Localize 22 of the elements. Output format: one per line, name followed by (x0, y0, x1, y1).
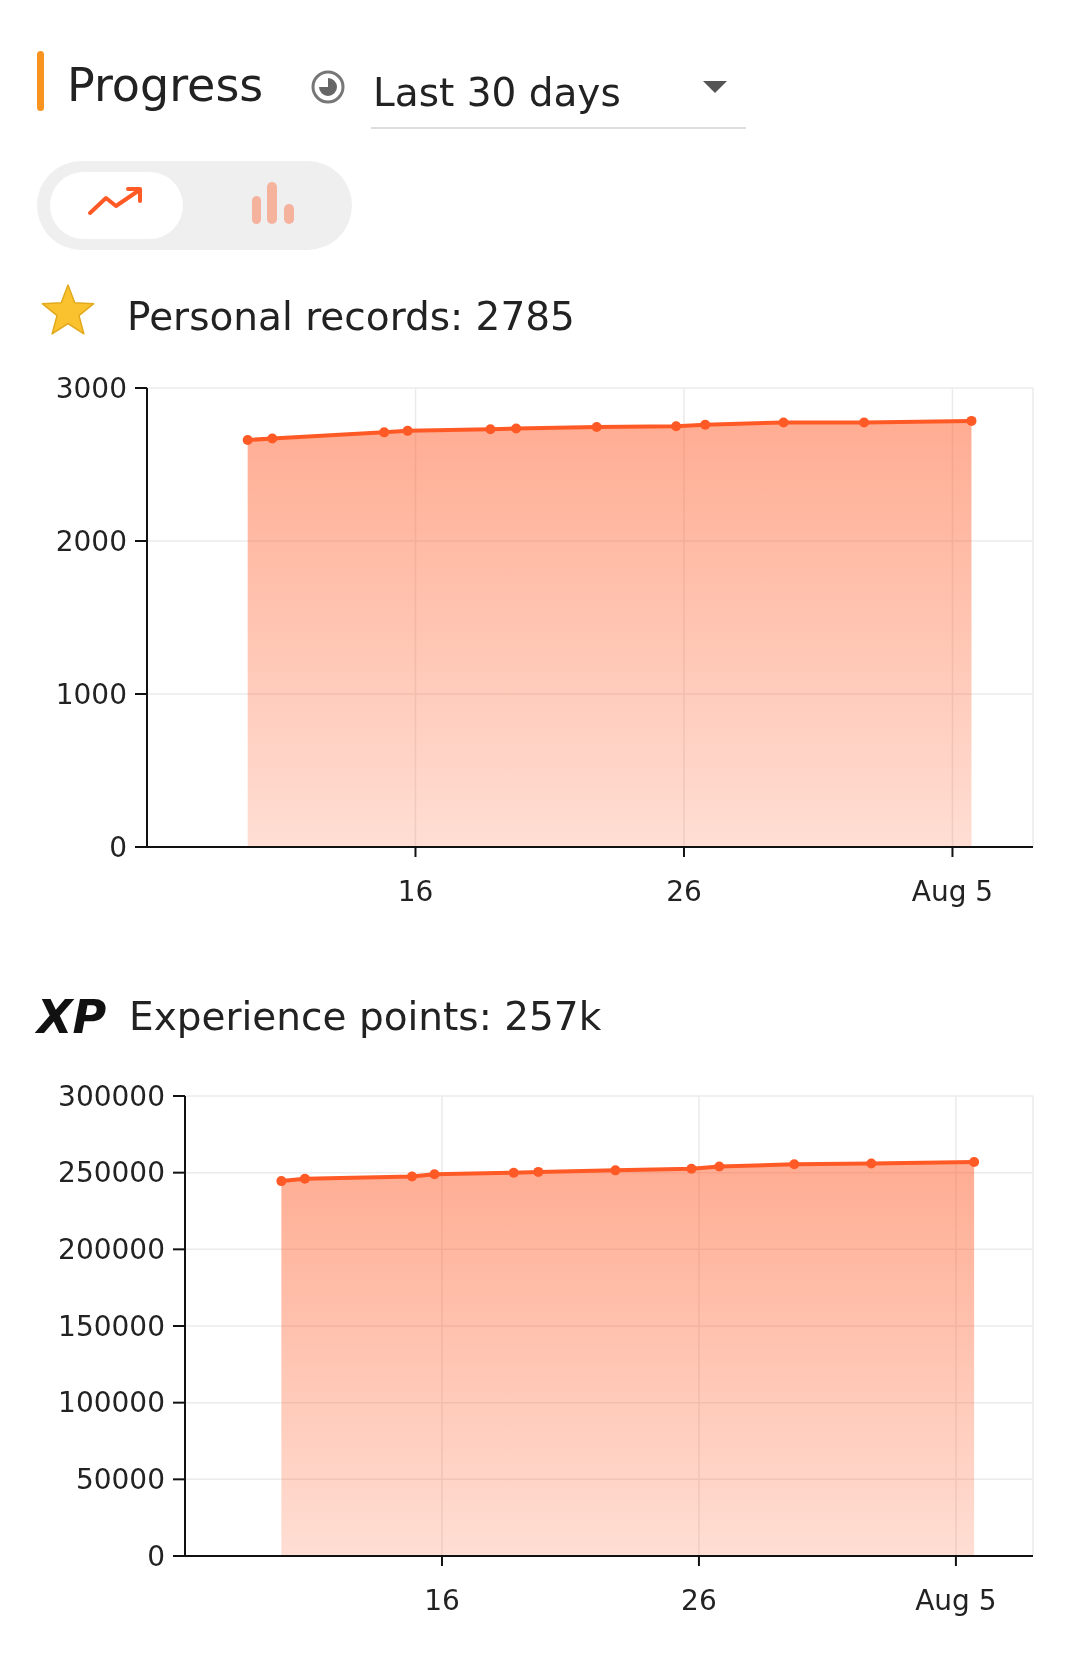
y-tick-label: 250000 (58, 1156, 165, 1190)
y-tick-label: 300000 (58, 1079, 165, 1113)
y-tick-label: 100000 (58, 1386, 165, 1420)
y-tick-label: 50000 (75, 1463, 165, 1497)
x-tick-label: 26 (681, 1584, 717, 1617)
y-tick-label: 2000 (55, 524, 127, 558)
y-tick-label: 150000 (58, 1309, 165, 1343)
y-tick-label: 3000 (55, 371, 127, 405)
x-tick-label: 16 (397, 875, 434, 908)
text: Last 30 days (373, 70, 621, 115)
x-tick-label: Aug 5 (911, 875, 994, 908)
x-tick-label: Aug 5 (915, 1584, 997, 1617)
y-tick-label: 1000 (55, 677, 127, 711)
y-tick-label: 0 (147, 1539, 165, 1573)
text: XP (34, 990, 107, 1044)
chart-title: Experience points: 257k (129, 994, 602, 1039)
y-tick-label: 200000 (58, 1233, 165, 1267)
chart-title: Personal records: 2785 (127, 294, 575, 339)
x-tick-label: 26 (666, 875, 702, 908)
text: Progress (67, 58, 264, 112)
x-tick-label: 16 (424, 1584, 460, 1617)
y-tick-label: 0 (109, 830, 127, 864)
